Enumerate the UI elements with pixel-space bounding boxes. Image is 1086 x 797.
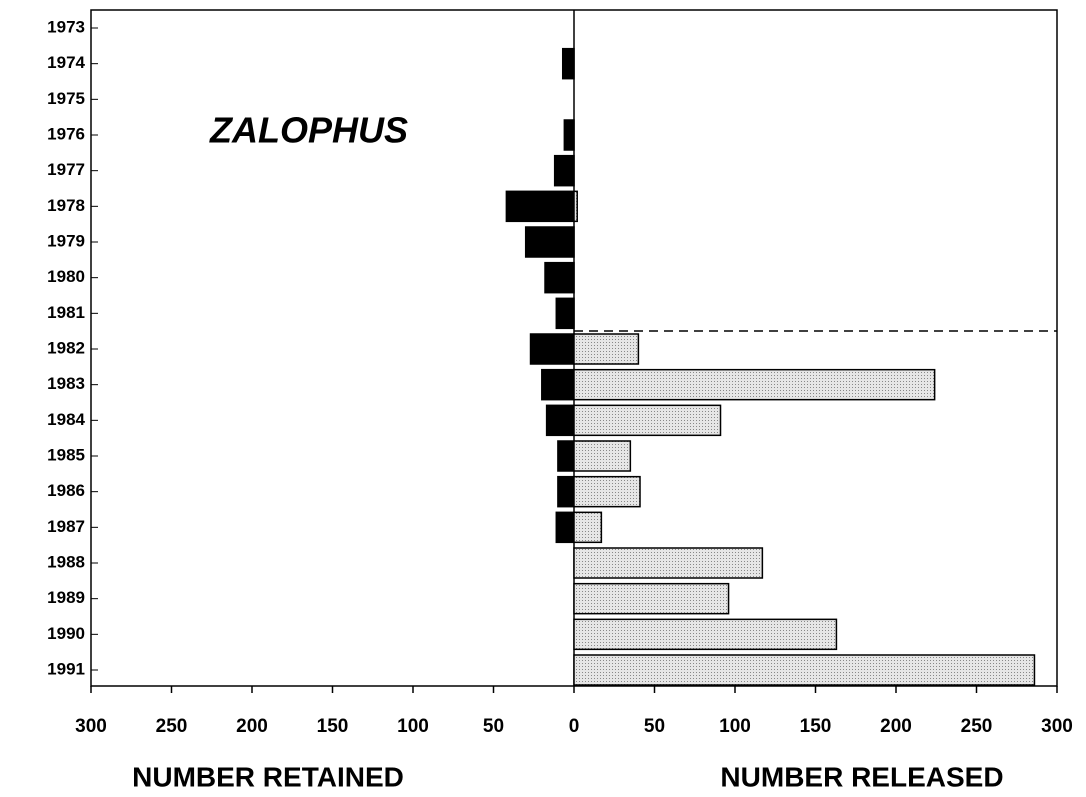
x-tick-label: 250 bbox=[156, 716, 188, 737]
bar bbox=[573, 440, 632, 472]
y-tick-label: 1990 bbox=[47, 624, 85, 643]
chart-title: ZALOPHUS bbox=[209, 110, 408, 151]
bar bbox=[563, 119, 575, 151]
y-tick-label: 1983 bbox=[47, 374, 85, 393]
bar bbox=[529, 333, 575, 365]
x-tick-label: 150 bbox=[800, 716, 832, 737]
x-tick-label: 300 bbox=[1041, 716, 1073, 737]
y-tick-label: 1980 bbox=[47, 267, 85, 286]
y-tick-label: 1973 bbox=[47, 17, 85, 36]
y-tick-label: 1985 bbox=[47, 445, 85, 464]
y-tick-label: 1987 bbox=[47, 517, 85, 536]
bar bbox=[557, 475, 575, 508]
y-tick-label: 1986 bbox=[47, 481, 85, 500]
y-tick-label: 1988 bbox=[47, 552, 85, 571]
y-tick-label: 1977 bbox=[47, 160, 85, 179]
x-tick-label: 50 bbox=[483, 716, 504, 737]
y-tick-label: 1978 bbox=[47, 196, 85, 215]
y-tick-label: 1976 bbox=[47, 124, 85, 143]
bar bbox=[573, 654, 1036, 686]
bar bbox=[555, 511, 575, 544]
y-tick-label: 1981 bbox=[47, 303, 85, 322]
bar bbox=[573, 475, 641, 508]
bar bbox=[573, 618, 838, 651]
y-tick-label: 1974 bbox=[47, 53, 85, 72]
y-tick-label: 1975 bbox=[47, 89, 85, 108]
y-tick-label: 1989 bbox=[47, 588, 85, 607]
bar bbox=[541, 368, 575, 401]
bar bbox=[573, 333, 640, 365]
bar bbox=[573, 582, 730, 615]
y-tick-label: 1982 bbox=[47, 338, 85, 357]
bar bbox=[573, 190, 578, 223]
bar bbox=[555, 297, 575, 330]
bar bbox=[505, 190, 575, 223]
bar bbox=[561, 47, 575, 80]
bar bbox=[553, 154, 575, 187]
bar bbox=[573, 404, 722, 437]
x-tick-label: 100 bbox=[719, 716, 751, 737]
bar bbox=[524, 226, 575, 258]
x-right-label: NUMBER RELEASED bbox=[720, 761, 1003, 792]
y-tick-label: 1979 bbox=[47, 231, 85, 250]
bar bbox=[557, 440, 575, 472]
x-tick-label: 200 bbox=[236, 716, 268, 737]
x-tick-label: 100 bbox=[397, 716, 429, 737]
bar bbox=[545, 404, 575, 437]
x-tick-label: 0 bbox=[569, 716, 580, 737]
x-left-label: NUMBER RETAINED bbox=[132, 761, 404, 792]
y-tick-label: 1991 bbox=[47, 659, 85, 678]
x-tick-label: 50 bbox=[644, 716, 665, 737]
x-tick-label: 250 bbox=[961, 716, 993, 737]
x-tick-label: 300 bbox=[75, 716, 107, 737]
bar bbox=[544, 261, 575, 294]
bar bbox=[573, 547, 764, 579]
y-tick-label: 1984 bbox=[47, 410, 85, 429]
x-tick-label: 150 bbox=[317, 716, 349, 737]
bar bbox=[573, 511, 603, 544]
x-tick-label: 200 bbox=[880, 716, 912, 737]
bar bbox=[573, 368, 936, 401]
